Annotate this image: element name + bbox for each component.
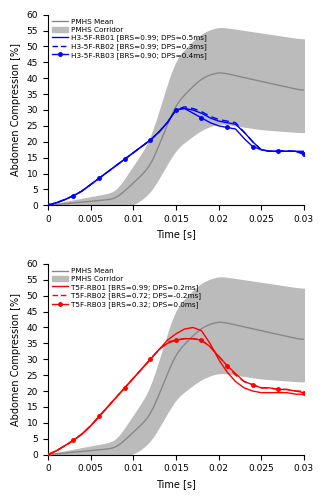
Y-axis label: Abdomen Compression [%]: Abdomen Compression [%] (11, 293, 21, 426)
Legend: PMHS Mean, PMHS Corridor, H3-5F-RB01 [BRS=0.99; DPS=0.5ms], H3-5F-RB02 [BRS=0.99: PMHS Mean, PMHS Corridor, H3-5F-RB01 [BR… (50, 17, 209, 61)
Y-axis label: Abdomen Compression [%]: Abdomen Compression [%] (11, 44, 21, 176)
X-axis label: Time [s]: Time [s] (156, 230, 196, 239)
Legend: PMHS Mean, PMHS Corridor, T5F-RB01 [BRS=0.99; DPS=0.2ms], T5F-RB02 [BRS=0.72; DP: PMHS Mean, PMHS Corridor, T5F-RB01 [BRS=… (50, 266, 203, 310)
X-axis label: Time [s]: Time [s] (156, 479, 196, 489)
